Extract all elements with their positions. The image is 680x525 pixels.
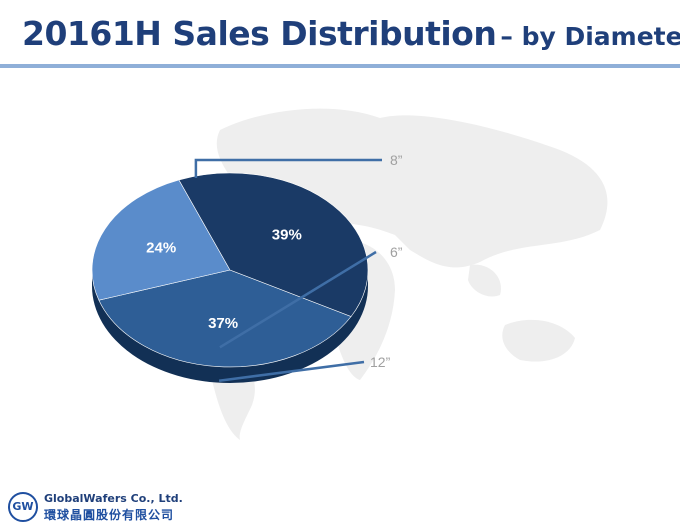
category-label-2: 8” <box>390 152 403 168</box>
pie-depth-side <box>92 270 368 383</box>
company-name-en: GlobalWafers Co., Ltd. <box>44 492 183 505</box>
category-label-0: 6” <box>390 244 403 260</box>
slice-value-label-0: 37% <box>208 315 238 332</box>
leader-line-2 <box>194 158 382 178</box>
company-name-zh: 環球晶圓股份有限公司 <box>44 508 175 522</box>
company-logo: GW <box>8 492 38 522</box>
slice-value-label-1: 24% <box>146 239 176 256</box>
leader-line-0 <box>219 250 377 349</box>
title-main: 20161H Sales Distribution <box>22 14 497 53</box>
pie-slice-1 <box>91 179 231 301</box>
pie-slice-2 <box>178 172 369 317</box>
leader-line-1 <box>218 360 365 382</box>
slice-value-label-2: 39% <box>272 227 302 244</box>
title-underline <box>0 64 680 68</box>
company-footer: GW GlobalWafers Co., Ltd. 環球晶圓股份有限公司 <box>0 488 240 525</box>
pie-slice-0 <box>98 269 352 368</box>
title-subtitle: – by Diameters <box>500 22 680 51</box>
page-title: 20161H Sales Distribution– by Diameters <box>22 14 680 53</box>
category-label-1: 12” <box>370 354 391 370</box>
